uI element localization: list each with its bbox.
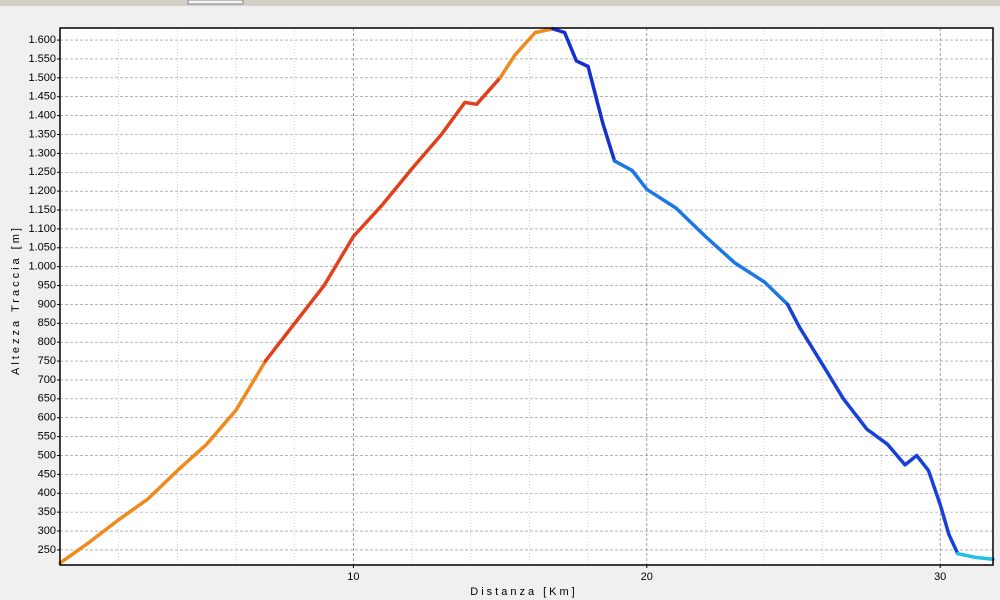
y-tick-label: 850 <box>38 317 56 329</box>
y-tick-label: 1.250 <box>28 166 56 178</box>
y-tick-label: 450 <box>38 468 56 480</box>
y-tick-label: 1.450 <box>28 91 56 103</box>
grid <box>60 28 993 565</box>
profile-line <box>785 302 960 556</box>
y-tick-label: 900 <box>38 298 56 310</box>
y-tick-label: 400 <box>38 487 56 499</box>
y-tick-label: 1.150 <box>28 204 56 216</box>
y-tick-label: 1.550 <box>28 53 56 65</box>
y-tick-label: 1.000 <box>28 261 56 273</box>
plot-frame <box>59 27 994 566</box>
profile-line <box>58 359 268 565</box>
y-tick-label: 1.600 <box>28 34 56 46</box>
profile-line <box>612 159 790 307</box>
x-tick-label: 20 <box>641 571 653 583</box>
y-tick-label: 1.100 <box>28 223 56 235</box>
profile-line <box>263 76 502 363</box>
y-tick-label: 250 <box>38 544 56 556</box>
y-tick-label: 1.300 <box>28 147 56 159</box>
y-tick-label: 1.350 <box>28 128 56 140</box>
y-tick-label: 650 <box>38 393 56 405</box>
y-tick-label: 800 <box>38 336 56 348</box>
y-tick-label: 1.050 <box>28 242 56 254</box>
y-tick-label: 1.400 <box>28 110 56 122</box>
y-tick-label: 1.200 <box>28 185 56 197</box>
x-tick-label: 30 <box>934 571 946 583</box>
profile-line <box>551 27 617 163</box>
x-axis-title: Distanza [Km] <box>470 586 577 598</box>
y-tick-label: 500 <box>38 449 56 461</box>
y-tick-label: 600 <box>38 412 56 424</box>
y-tick-label: 300 <box>38 525 56 537</box>
y-tick-label: 550 <box>38 431 56 443</box>
lines <box>58 27 995 565</box>
y-tick-label: 950 <box>38 279 56 291</box>
y-tick-label: 750 <box>38 355 56 367</box>
profile-line <box>956 551 995 562</box>
toolbar-strip <box>0 0 1000 6</box>
plot-area <box>60 28 993 565</box>
y-axis-title: Altezza Traccia [m] <box>10 225 22 375</box>
toolbar-button <box>187 0 244 5</box>
y-tick-label: 350 <box>38 506 56 518</box>
y-tick-label: 1.500 <box>28 72 56 84</box>
y-tick-label: 700 <box>38 374 56 386</box>
x-tick-label: 10 <box>347 571 359 583</box>
profile-line <box>498 27 555 80</box>
